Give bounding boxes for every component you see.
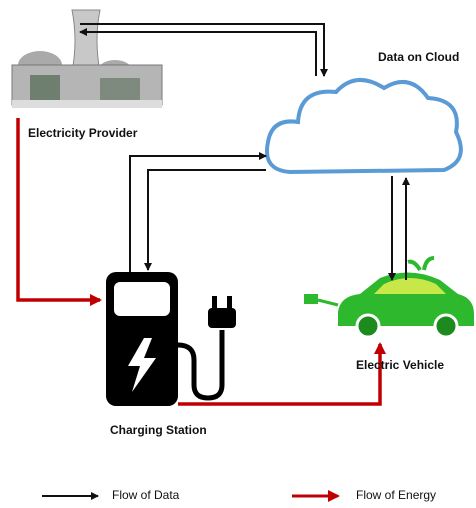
car-icon — [304, 256, 474, 339]
legend-label: Flow of Energy — [356, 488, 436, 502]
data-arrows — [79, 23, 410, 281]
node-label: Charging Station — [110, 423, 207, 437]
charging-station-icon — [106, 272, 236, 406]
node-label: Electricity Provider — [28, 126, 138, 140]
node-label: Electric Vehicle — [356, 358, 444, 372]
legend-label: Flow of Data — [112, 488, 180, 502]
power-plant-icon — [11, 9, 163, 108]
cloud-icon — [265, 78, 463, 175]
node-label: Data on Cloud — [378, 50, 459, 64]
energy-arrows — [16, 118, 386, 406]
